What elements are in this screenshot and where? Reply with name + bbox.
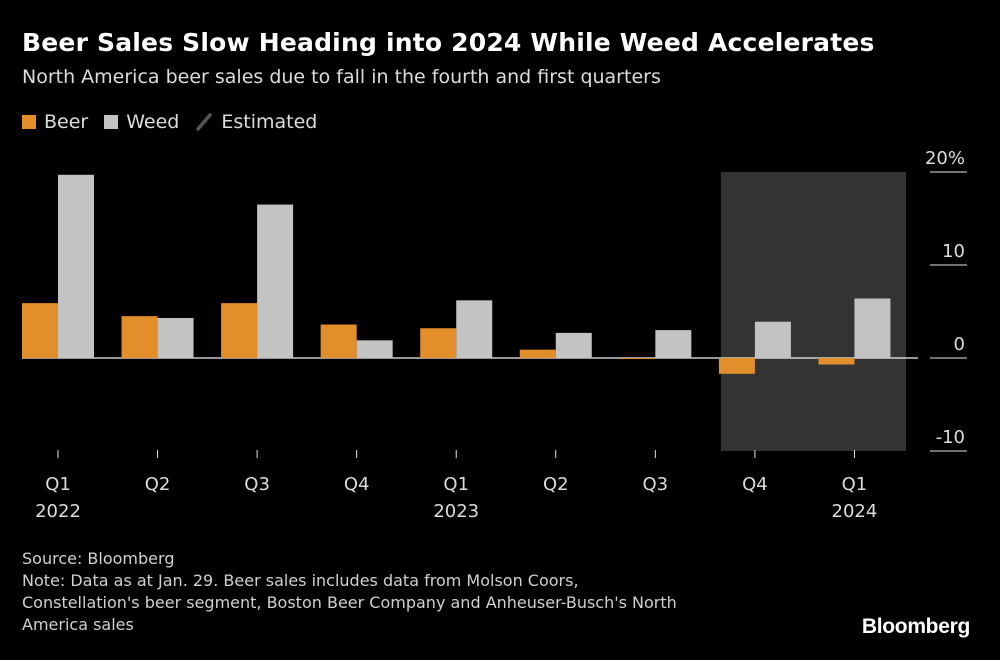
x-tick-label: Q1 (443, 474, 469, 495)
bar-beer-5 (519, 349, 556, 358)
legend-item-weed: Weed (104, 111, 179, 133)
x-tick-label: Q3 (643, 474, 669, 495)
y-tick-label: -10 (936, 427, 965, 448)
weed-swatch-icon (104, 115, 119, 129)
bar-weed-1 (157, 318, 194, 358)
x-tick-label: Q2 (543, 474, 569, 495)
x-tick-label: Q2 (145, 474, 171, 495)
bar-beer-3 (320, 324, 357, 358)
bar-beer-2 (221, 303, 258, 358)
bar-weed-5 (555, 332, 592, 358)
bar-weed-4 (456, 300, 493, 358)
y-axis: 20% 10 0 -10 (925, 148, 967, 452)
bar-beer-0 (22, 303, 58, 358)
bar-weed-6 (655, 330, 692, 358)
bar-weed-8 (854, 298, 891, 358)
bar-beer-6 (619, 358, 656, 359)
bar-weed-2 (257, 204, 294, 358)
chart-title: Beer Sales Slow Heading into 2024 While … (22, 28, 875, 57)
legend-label-estimated: Estimated (221, 111, 318, 133)
legend-item-estimated: Estimated (195, 111, 317, 133)
y-tick-label: 0 (954, 334, 965, 355)
legend-item-beer: Beer (22, 111, 88, 133)
x-tick-label: Q4 (742, 474, 768, 495)
note-line-1: Note: Data as at Jan. 29. Beer sales inc… (22, 571, 579, 590)
bar-weed-0 (58, 174, 94, 358)
x-year-label: 2024 (832, 501, 878, 522)
footer: Source: Bloomberg Note: Data as at Jan. … (22, 548, 677, 636)
legend-label-weed: Weed (126, 111, 180, 133)
bar-beer-7 (718, 358, 755, 374)
bar-beer-1 (121, 316, 158, 358)
y-tick-label: 10 (942, 241, 965, 262)
x-tick-label: Q3 (244, 474, 270, 495)
x-tick-label: Q1 (45, 474, 71, 495)
note-line-2: Constellation's beer segment, Boston Bee… (22, 593, 677, 612)
bar-weed-7 (754, 321, 791, 358)
source-text: Source: Bloomberg (22, 549, 175, 568)
bar-beer-4 (420, 328, 457, 358)
bloomberg-logo: Bloomberg (861, 615, 970, 638)
x-tick-label: Q1 (842, 474, 868, 495)
legend: Beer Weed Estimated (22, 110, 333, 134)
x-year-label: 2023 (433, 501, 479, 522)
legend-label-beer: Beer (44, 111, 89, 133)
bar-weed-3 (356, 340, 393, 358)
x-axis: Q1 2022 Q2 Q3 Q4 Q1 2023 Q2 Q3 Q4 Q1 2024 (35, 450, 877, 522)
estimated-slash-icon (196, 113, 213, 131)
note-line-3: America sales (22, 615, 134, 634)
bar-beer-8 (818, 358, 855, 365)
x-tick-label: Q4 (344, 474, 370, 495)
beer-swatch-icon (22, 115, 36, 129)
y-tick-label: 20% (925, 148, 965, 169)
x-year-label: 2022 (35, 501, 81, 522)
chart-subtitle: North America beer sales due to fall in … (22, 66, 661, 88)
bars (22, 174, 891, 374)
